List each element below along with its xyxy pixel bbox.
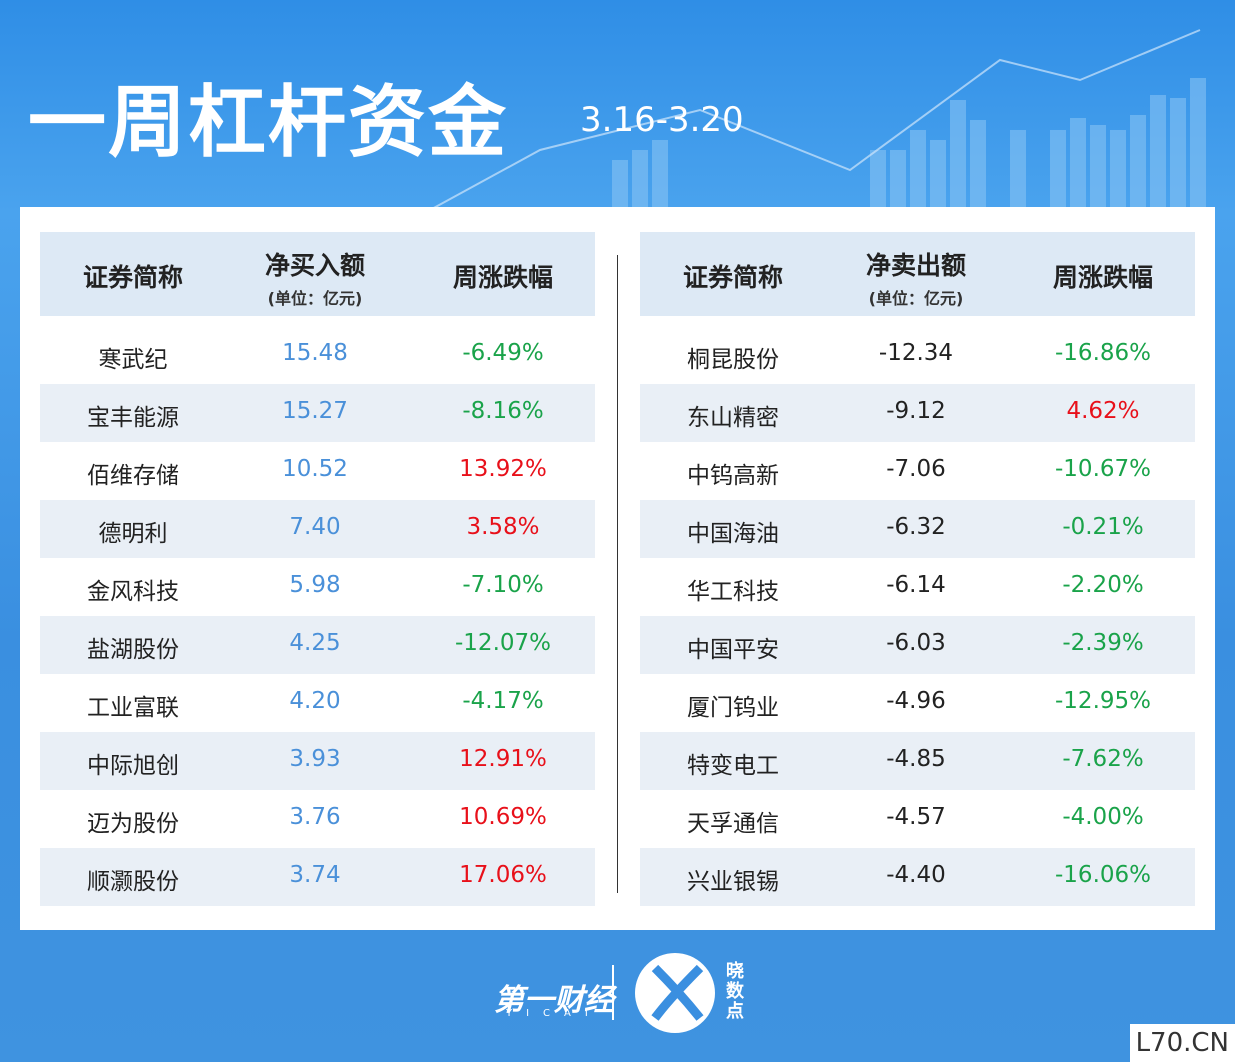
logo-icon — [635, 953, 715, 1033]
sub-brand: 晓数点 — [726, 961, 744, 1022]
header-cell: 净卖出额 — [865, 251, 967, 280]
cell: 3.93 — [289, 746, 341, 772]
date-range: 3.16-3.20 — [580, 100, 744, 140]
header-cell: 周涨跌幅 — [452, 263, 554, 292]
cell: -4.00% — [1062, 804, 1144, 830]
row-bg — [40, 732, 595, 790]
logo-sep — [612, 965, 614, 1020]
cell: -7.62% — [1062, 746, 1144, 772]
cell: -4.96 — [886, 688, 946, 714]
cell: 东山精密 — [687, 405, 779, 431]
cell: 13.92% — [459, 456, 547, 482]
header-cell: 周涨跌幅 — [1052, 263, 1154, 292]
row-bg — [640, 732, 1195, 790]
header-cell: 净买入额 — [264, 251, 366, 280]
cell: 佰维存储 — [87, 463, 179, 489]
cell: 15.27 — [282, 398, 348, 424]
cell: 顺灏股份 — [87, 869, 179, 895]
cell: 4.20 — [289, 688, 341, 714]
cell: -12.07% — [455, 630, 551, 656]
cell: -7.10% — [462, 572, 544, 598]
cell: 3.74 — [289, 862, 341, 888]
cell: 桐昆股份 — [687, 347, 779, 373]
cell: 10.52 — [282, 456, 348, 482]
cell: -8.16% — [462, 398, 544, 424]
cell: -4.85 — [886, 746, 946, 772]
header-cell: 证券简称 — [682, 263, 784, 292]
brand-en: YICAI — [506, 1008, 602, 1019]
cell: 12.91% — [459, 746, 547, 772]
cell: -6.32 — [886, 514, 946, 540]
cell: 15.48 — [282, 340, 348, 366]
cell: 5.98 — [289, 572, 341, 598]
unit-label: (单位：亿元) — [267, 289, 363, 308]
cell: 金风科技 — [87, 579, 179, 605]
cell: 厦门钨业 — [687, 695, 779, 721]
table-header — [40, 232, 595, 316]
cell: 特变电工 — [687, 753, 779, 779]
cell: 4.62% — [1066, 398, 1140, 424]
cell: 10.69% — [459, 804, 547, 830]
watermark: L70.CN — [1129, 1024, 1235, 1062]
cell: 天孚通信 — [687, 811, 779, 837]
cell: 寒武纪 — [98, 347, 168, 373]
cell: -12.95% — [1055, 688, 1151, 714]
brand: 第一财经 — [494, 983, 614, 1018]
cell: -6.49% — [462, 340, 544, 366]
cell: -4.40 — [886, 862, 946, 888]
row-bg — [40, 616, 595, 674]
cell: -12.34 — [878, 340, 954, 366]
cell: 中国海油 — [687, 521, 779, 547]
cell: -2.39% — [1062, 630, 1144, 656]
row-bg — [640, 848, 1195, 906]
cell: 4.25 — [289, 630, 341, 656]
row-bg — [640, 500, 1195, 558]
background-decor — [429, 29, 1206, 210]
cell: 中际旭创 — [87, 753, 179, 779]
cell: 3.58% — [466, 514, 540, 540]
cell: -2.20% — [1062, 572, 1144, 598]
cell: 迈为股份 — [87, 811, 179, 837]
cell: -6.03 — [886, 630, 946, 656]
cell: -0.21% — [1062, 514, 1144, 540]
cell: 7.40 — [289, 514, 341, 540]
cell: 中国平安 — [687, 637, 779, 663]
cell: -16.86% — [1055, 340, 1151, 366]
cell: -9.12 — [886, 398, 946, 424]
divider — [617, 255, 618, 893]
cell: -4.17% — [462, 688, 544, 714]
cell: 3.76 — [289, 804, 341, 830]
cell: -6.14 — [886, 572, 946, 598]
cell: -16.06% — [1055, 862, 1151, 888]
cell: 工业富联 — [87, 695, 179, 721]
cell: 兴业银锡 — [687, 869, 779, 895]
header-cell: 证券简称 — [82, 263, 184, 292]
row-bg — [40, 384, 595, 442]
row-bg — [40, 500, 595, 558]
cell: -4.57 — [886, 804, 946, 830]
table-header — [640, 232, 1195, 316]
cell: 中钨高新 — [687, 463, 779, 489]
cell: 17.06% — [459, 862, 547, 888]
cell: -7.06 — [886, 456, 946, 482]
row-bg — [640, 384, 1195, 442]
cell: 盐湖股份 — [87, 637, 179, 663]
row-bg — [640, 616, 1195, 674]
cell: 德明利 — [98, 521, 168, 547]
cell: -10.67% — [1055, 456, 1151, 482]
title: 一周杠杆资金 — [28, 78, 509, 168]
cell: 宝丰能源 — [87, 405, 179, 431]
cell: 华工科技 — [687, 579, 779, 605]
row-bg — [40, 848, 595, 906]
unit-label: (单位：亿元) — [868, 289, 964, 308]
